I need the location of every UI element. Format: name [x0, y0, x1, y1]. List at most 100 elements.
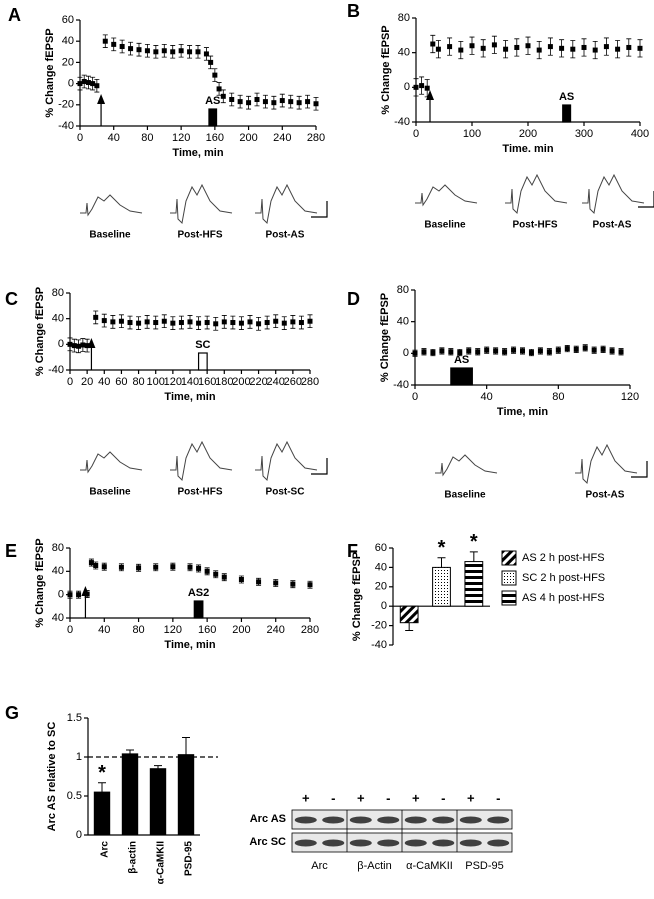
bar [121, 753, 139, 836]
data-point [101, 318, 107, 324]
fepsp-trace [80, 194, 143, 217]
x-tick-label: β-actin [128, 841, 139, 874]
blot-band [349, 816, 372, 824]
data-point [76, 343, 82, 349]
data-point [296, 100, 302, 106]
y-axis-label: % Change fEPSP [34, 538, 46, 627]
trace-label: Baseline [89, 230, 131, 241]
treatment-bar [562, 104, 572, 123]
data-point [208, 59, 214, 65]
data-point [424, 85, 430, 91]
blot-sign: - [386, 790, 390, 805]
data-point [279, 98, 285, 104]
data-point [111, 41, 117, 47]
trace-label: Post-AS [593, 220, 632, 231]
data-point [213, 321, 219, 327]
y-tick-label: 40 [375, 561, 387, 573]
trace-label: Post-HFS [178, 230, 223, 241]
blot-sign: + [357, 790, 365, 805]
error-bar [182, 737, 190, 755]
scale-bar [311, 201, 328, 218]
x-tick-label: 280 [301, 376, 319, 388]
x-tick-label: 100 [147, 376, 165, 388]
data-point [161, 318, 167, 324]
x-tick-label: 160 [206, 132, 224, 144]
data-point [271, 100, 277, 106]
y-axis-label: % Change fEPSP [380, 25, 392, 114]
data-point [77, 81, 83, 87]
blot-sign: + [467, 790, 475, 805]
y-tick-label: 0 [58, 589, 64, 601]
blot-band [459, 816, 482, 824]
treatment-bar [197, 352, 208, 371]
y-axis-label: % Change fEPSP [34, 287, 46, 376]
y-tick-label: 80 [52, 542, 64, 554]
legend-swatch [501, 550, 517, 566]
data-point [491, 42, 497, 48]
data-point [547, 44, 553, 50]
fepsp-trace [435, 454, 498, 477]
treatment-label: AS [454, 354, 469, 366]
y-axis-label: Arc AS relative to SC [46, 722, 58, 832]
y-tick-label: -40 [393, 379, 409, 391]
data-point [536, 47, 542, 53]
bar [177, 754, 195, 836]
data-point [196, 565, 202, 571]
y-tick-label: 1 [76, 751, 82, 763]
blot-band [294, 839, 317, 847]
y-tick-label: -40 [58, 120, 74, 132]
treatment-label: AS [205, 95, 220, 107]
data-point [413, 84, 419, 90]
x-axis-label: Time. min [502, 143, 553, 155]
data-point [603, 44, 609, 50]
data-point [216, 86, 222, 92]
data-point [119, 44, 125, 49]
x-tick-label: 120 [164, 376, 182, 388]
data-point [573, 346, 579, 352]
data-point [626, 44, 632, 50]
significance-marker: * [438, 537, 446, 559]
data-point [187, 564, 193, 570]
hfs-arrowhead [97, 94, 106, 104]
hfs-arrowhead [81, 586, 90, 596]
blot-row-label: Arc AS [250, 813, 286, 825]
data-point [187, 49, 193, 55]
y-tick-label: 40 [52, 313, 64, 325]
x-tick-label: 240 [273, 132, 291, 144]
data-point [570, 46, 576, 52]
trace-label: Baseline [444, 490, 486, 501]
data-point [430, 350, 436, 356]
data-point [85, 80, 91, 86]
x-tick-label: 0 [412, 391, 418, 403]
x-tick-label: 0 [67, 376, 73, 388]
error-bar [469, 551, 478, 562]
y-tick-label: 0.5 [67, 790, 82, 802]
significance-marker: * [470, 531, 478, 553]
x-tick-label: 280 [301, 624, 319, 636]
y-tick-label: -20 [371, 620, 387, 632]
x-tick-label: 80 [132, 376, 144, 388]
blot-column-label: α-CaMKII [406, 860, 453, 872]
x-axis-label: Time, min [164, 391, 215, 403]
error-bar [154, 765, 162, 769]
data-point [84, 343, 90, 349]
x-tick-label: 180 [215, 376, 233, 388]
y-tick-label: 40 [62, 35, 74, 47]
fepsp-trace [505, 173, 568, 215]
data-point [204, 320, 210, 326]
data-point [230, 320, 236, 326]
y-tick-label: 0 [404, 81, 410, 93]
data-point [559, 45, 565, 51]
data-point [213, 571, 219, 577]
data-point [313, 101, 319, 107]
y-axis-label: % Change fEPSP [44, 28, 56, 117]
panel-letter: B [347, 1, 360, 21]
x-tick-label: 140 [181, 376, 199, 388]
data-point [448, 349, 454, 355]
bar [149, 768, 167, 836]
blot-sign: - [441, 790, 445, 805]
x-tick-label: 200 [239, 132, 257, 144]
data-point [475, 349, 481, 355]
data-point [238, 320, 244, 326]
y-tick-label: 0 [403, 347, 409, 359]
